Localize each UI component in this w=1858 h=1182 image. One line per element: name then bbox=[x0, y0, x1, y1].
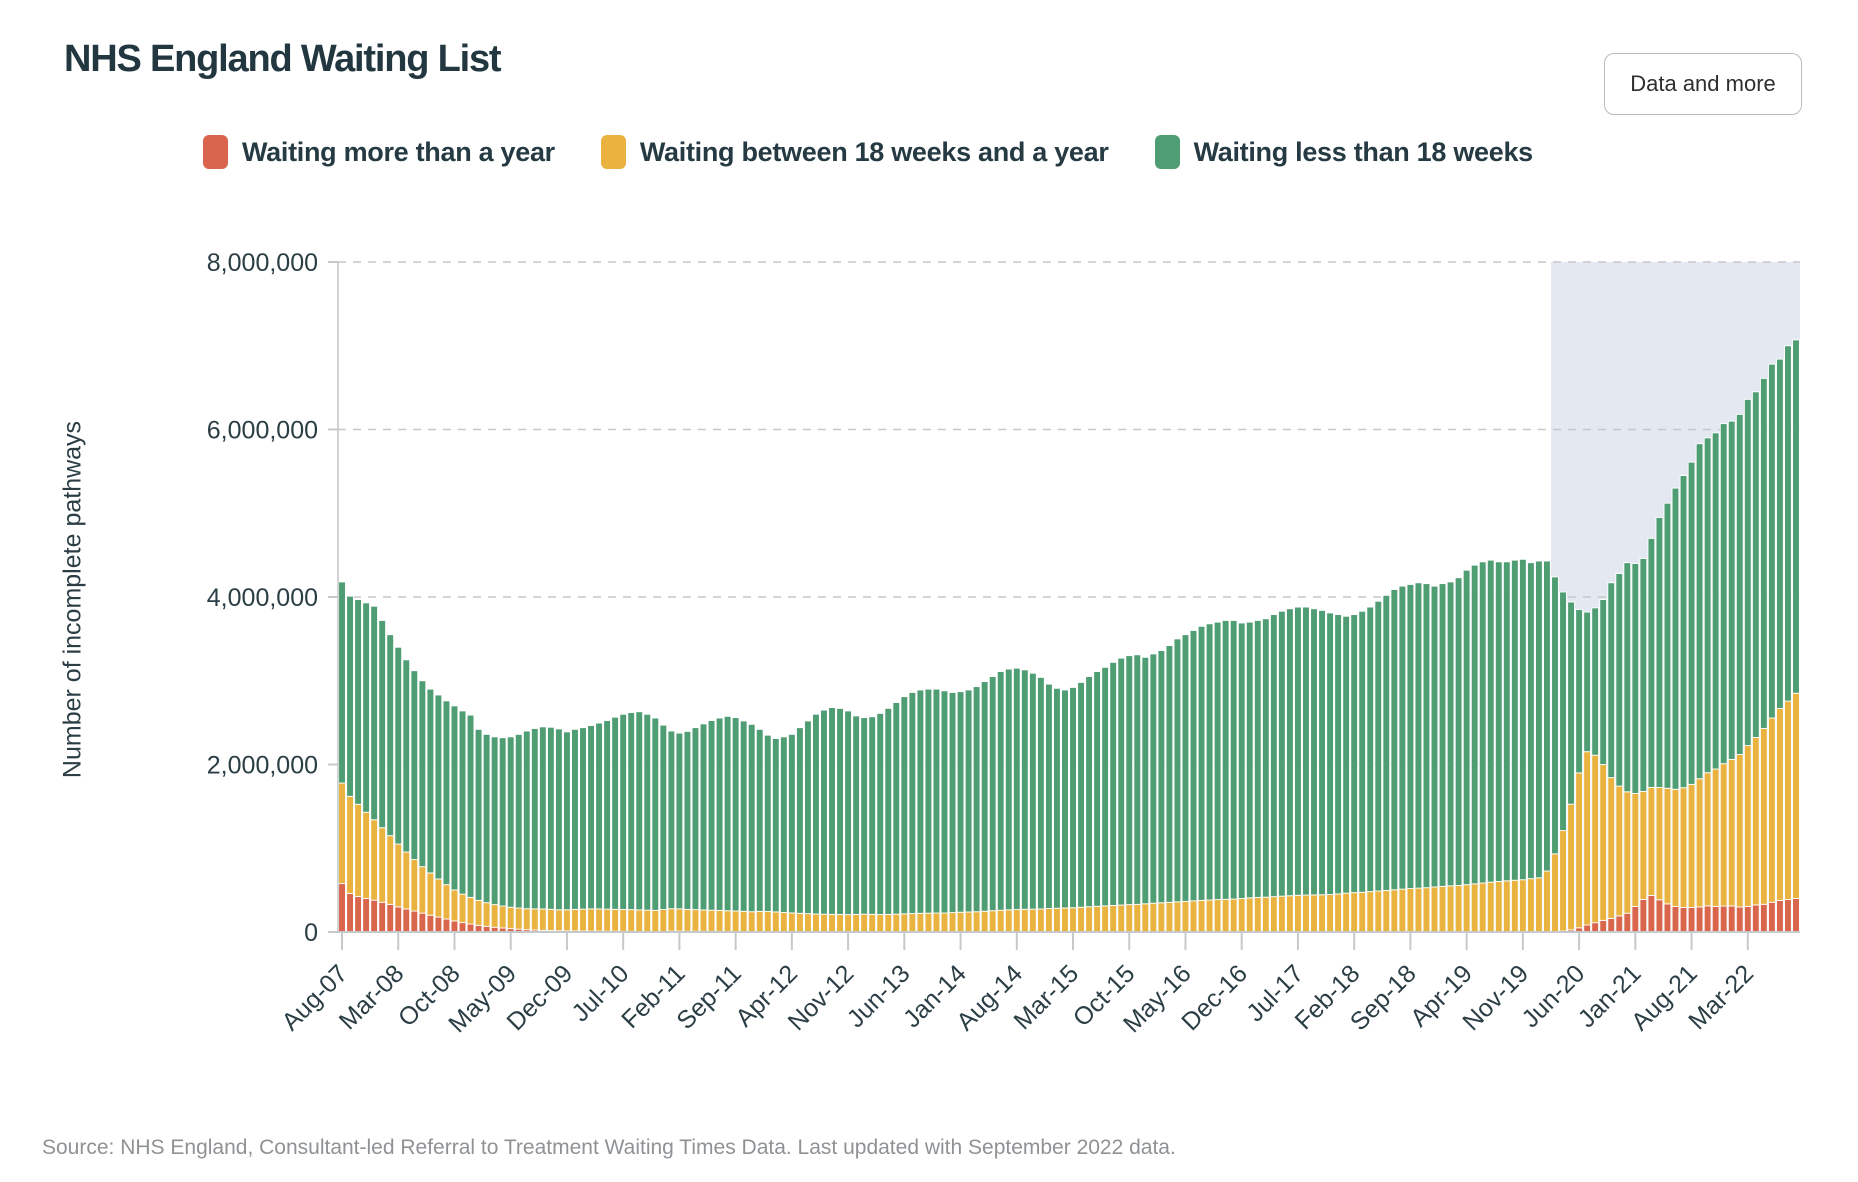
x-axis-labels: Aug-07Mar-08Oct-08May-09Dec-09Jul-10Feb-… bbox=[276, 932, 1759, 1038]
legend-item-more-than-year: Waiting more than a year bbox=[203, 135, 555, 169]
svg-text:Sep-11: Sep-11 bbox=[671, 959, 746, 1034]
svg-text:4,000,000: 4,000,000 bbox=[207, 584, 318, 612]
legend-swatch-red bbox=[203, 135, 228, 169]
svg-text:2,000,000: 2,000,000 bbox=[207, 752, 318, 780]
data-and-more-button[interactable]: Data and more bbox=[1604, 53, 1802, 115]
svg-text:Jun-20: Jun-20 bbox=[1516, 959, 1590, 1033]
source-note: Source: NHS England, Consultant-led Refe… bbox=[42, 1136, 1176, 1159]
legend-item-between-18w-and-year: Waiting between 18 weeks and a year bbox=[600, 135, 1109, 169]
svg-text:Mar-08: Mar-08 bbox=[334, 959, 410, 1035]
axes: 0 2,000,000 4,000,000 6,000,000 8,000,000 bbox=[207, 249, 1800, 947]
legend-label: Waiting between 18 weeks and a year bbox=[639, 136, 1109, 167]
svg-text:0: 0 bbox=[304, 919, 318, 947]
svg-text:6,000,000: 6,000,000 bbox=[207, 417, 318, 445]
svg-text:Mar-15: Mar-15 bbox=[1008, 959, 1084, 1035]
legend-label: Waiting more than a year bbox=[242, 136, 555, 167]
svg-text:Mar-22: Mar-22 bbox=[1683, 959, 1759, 1035]
page-title: NHS England Waiting List bbox=[64, 38, 502, 80]
legend: Waiting more than a year Waiting between… bbox=[203, 135, 1533, 169]
svg-text:8,000,000: 8,000,000 bbox=[207, 249, 318, 277]
bars bbox=[338, 339, 1800, 933]
legend-swatch-yellow bbox=[600, 135, 626, 169]
legend-swatch-green bbox=[1154, 135, 1180, 169]
legend-item-less-than-18w: Waiting less than 18 weeks bbox=[1154, 135, 1534, 169]
svg-text:Jun-13: Jun-13 bbox=[842, 959, 916, 1033]
legend-label: Waiting less than 18 weeks bbox=[1193, 136, 1534, 167]
